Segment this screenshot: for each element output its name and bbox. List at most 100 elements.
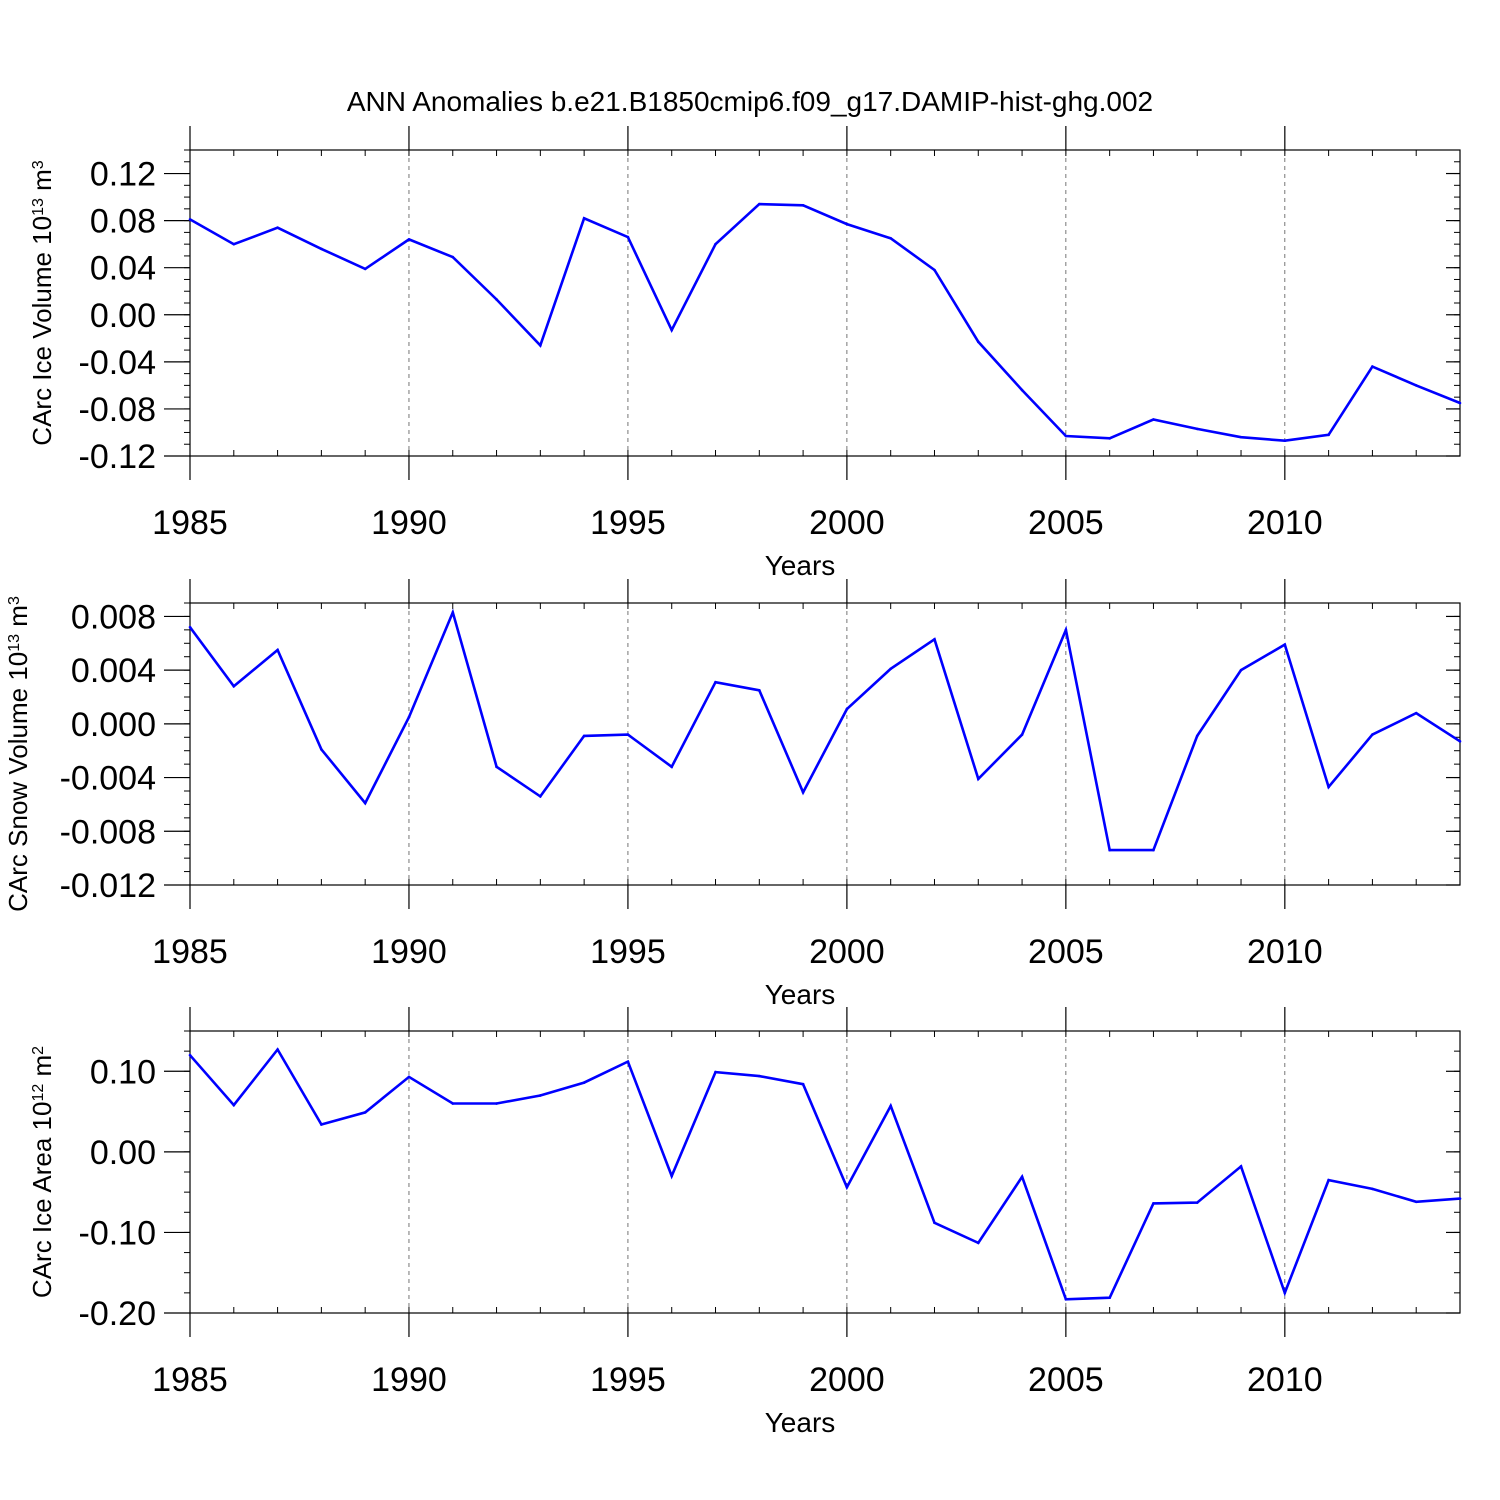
ice-volume-x-tick-label: 2005 bbox=[1028, 504, 1104, 542]
ice-volume-data-point bbox=[1458, 401, 1462, 405]
ice-volume-x-tick-label: 1985 bbox=[152, 504, 228, 542]
ice-volume-panel: 1985 1990 1995 2000 2005 2010 -0.12 -0.08 -0.04 0… bbox=[27, 126, 1462, 581]
snow-volume-data-point bbox=[976, 777, 980, 781]
ice-volume-series-line bbox=[189, 202, 1461, 443]
ice-area-y-label-unit-exponent: 2 bbox=[30, 1046, 47, 1055]
ice-volume-data-point bbox=[1152, 418, 1155, 421]
snow-volume-x-tick-label: 2005 bbox=[1028, 933, 1104, 971]
snow-volume-data-point bbox=[889, 667, 892, 671]
ice-area-data-point bbox=[188, 1053, 192, 1057]
ice-volume-x-tick-label: 1990 bbox=[371, 504, 447, 542]
ice-volume-plot-frame bbox=[189, 149, 1461, 457]
ice-area-data-point bbox=[801, 1082, 805, 1086]
snow-volume-data-point bbox=[407, 715, 411, 719]
snow-volume-x-tick-label: 2010 bbox=[1247, 933, 1323, 971]
ice-volume-data-point bbox=[451, 255, 455, 259]
snow-volume-data-point bbox=[1414, 711, 1418, 715]
ice-area-data-point bbox=[1327, 1178, 1330, 1182]
ice-area-data-point bbox=[539, 1094, 542, 1097]
ice-volume-y-tick-label: 0.00 bbox=[90, 297, 156, 335]
ice-area-y-label-unit: m bbox=[27, 1055, 57, 1084]
snow-volume-data-point bbox=[1239, 668, 1243, 672]
ice-area-data-point bbox=[1458, 1197, 1462, 1200]
ice-area-x-tick-label: 1985 bbox=[152, 1361, 228, 1399]
ice-area-y-tick-label: 0.00 bbox=[90, 1134, 156, 1172]
snow-volume-data-point bbox=[232, 684, 236, 688]
ice-volume-data-point bbox=[539, 344, 542, 347]
ice-area-data-point bbox=[1020, 1175, 1024, 1179]
ice-area-data-point bbox=[1195, 1201, 1199, 1204]
ice-area-data-point bbox=[1371, 1187, 1374, 1191]
snow-volume-data-point bbox=[758, 688, 761, 692]
ice-area-data-point bbox=[714, 1070, 717, 1074]
ice-volume-y-tick-label: -0.04 bbox=[79, 344, 157, 382]
ice-volume-data-point bbox=[1327, 433, 1330, 437]
snow-volume-x-tick-label: 1985 bbox=[152, 933, 228, 971]
ice-area-data-point bbox=[758, 1074, 761, 1078]
snow-volume-y-axis-label: CArc Snow Volume 1013 m3 bbox=[3, 596, 33, 912]
ice-volume-y-tick-label: 0.08 bbox=[90, 203, 156, 241]
ice-volume-data-point bbox=[1108, 437, 1111, 440]
ice-volume-data-point bbox=[1414, 384, 1418, 387]
figure-title: ANN Anomalies b.e21.B1850cmip6.f09_g17.D… bbox=[347, 86, 1153, 117]
snow-volume-y-tick-label: -0.004 bbox=[60, 760, 156, 798]
ice-area-y-tick-label: -0.20 bbox=[79, 1295, 157, 1333]
ice-volume-y-axis-label: CArc Ice Volume 1013 m3 bbox=[27, 160, 57, 445]
snow-volume-data-point bbox=[1020, 733, 1024, 736]
ice-area-data-point bbox=[232, 1103, 236, 1107]
snow-volume-y-label-exponent: 13 bbox=[6, 634, 23, 652]
snow-volume-data-point bbox=[1371, 733, 1374, 736]
ice-volume-data-point bbox=[1239, 435, 1243, 439]
snow-volume-panel: 1985 1990 1995 2000 2005 2010 -0.012 -0.008 -0.0… bbox=[3, 579, 1462, 1010]
ice-area-data-point bbox=[582, 1081, 586, 1084]
ice-volume-data-point bbox=[582, 216, 586, 220]
ice-volume-x-axis-label: Years bbox=[765, 550, 836, 581]
ice-volume-data-point bbox=[714, 242, 717, 246]
ice-volume-data-point bbox=[889, 236, 892, 240]
ice-area-data-point bbox=[889, 1104, 892, 1108]
ice-volume-y-label-unit: m bbox=[27, 169, 57, 198]
ice-area-panel: 1985 1990 1995 2000 2005 2010 -0.20 -0.10 0.00 0.… bbox=[27, 1007, 1462, 1438]
ice-area-y-axis-label: CArc Ice Area 1012 m2 bbox=[27, 1046, 57, 1298]
ice-area-data-point bbox=[1239, 1165, 1243, 1168]
ice-area-x-tick-label: 2005 bbox=[1028, 1361, 1104, 1399]
ice-volume-y-tick-label: 0.04 bbox=[90, 250, 156, 288]
snow-volume-x-tick-label: 1990 bbox=[371, 933, 447, 971]
snow-volume-data-point bbox=[1327, 785, 1330, 789]
ice-area-data-point bbox=[1152, 1202, 1155, 1205]
snow-volume-data-point bbox=[539, 795, 542, 798]
snow-volume-data-point bbox=[188, 625, 192, 629]
snow-volume-y-tick-label: 0.008 bbox=[71, 598, 156, 636]
snow-volume-y-tick-label: 0.004 bbox=[71, 652, 156, 690]
snow-volume-y-label-unit-exponent: 3 bbox=[6, 596, 23, 605]
ice-area-data-point bbox=[407, 1075, 411, 1079]
snow-volume-data-point bbox=[845, 707, 849, 711]
ice-area-x-axis-label: Years bbox=[765, 1407, 836, 1438]
snow-volume-x-tick-label: 2000 bbox=[809, 933, 885, 971]
ice-volume-data-point bbox=[626, 235, 630, 239]
snow-volume-data-point bbox=[451, 611, 455, 614]
ice-volume-data-point bbox=[1020, 388, 1024, 392]
ice-area-data-point bbox=[495, 1102, 498, 1105]
snow-volume-data-point bbox=[1108, 848, 1111, 852]
ice-area-x-tick-label: 1995 bbox=[590, 1361, 666, 1399]
ice-area-series-line bbox=[189, 1047, 1461, 1301]
ice-area-x-tick-label: 1990 bbox=[371, 1361, 447, 1399]
snow-volume-y-tick-label: -0.012 bbox=[60, 867, 156, 905]
ice-area-data-point bbox=[626, 1060, 630, 1063]
snow-volume-y-tick-label: 0.000 bbox=[71, 706, 156, 744]
ice-volume-y-tick-label: 0.12 bbox=[90, 156, 156, 194]
snow-volume-y-label-main: CArc Snow Volume 10 bbox=[3, 652, 33, 912]
ice-volume-x-tick-label: 2010 bbox=[1247, 504, 1323, 542]
ice-volume-y-label-unit-exponent: 3 bbox=[30, 160, 47, 169]
ice-volume-data-point bbox=[1195, 427, 1199, 431]
ice-area-data-point bbox=[1414, 1200, 1418, 1204]
snow-volume-x-tick-label: 1995 bbox=[590, 933, 666, 971]
ice-area-data-point bbox=[670, 1174, 674, 1178]
snow-volume-data-point bbox=[933, 637, 936, 641]
snow-volume-plot-frame bbox=[189, 602, 1461, 886]
snow-volume-data-point bbox=[363, 801, 367, 805]
ice-volume-data-point bbox=[1283, 439, 1287, 443]
snow-volume-data-point bbox=[670, 765, 674, 769]
